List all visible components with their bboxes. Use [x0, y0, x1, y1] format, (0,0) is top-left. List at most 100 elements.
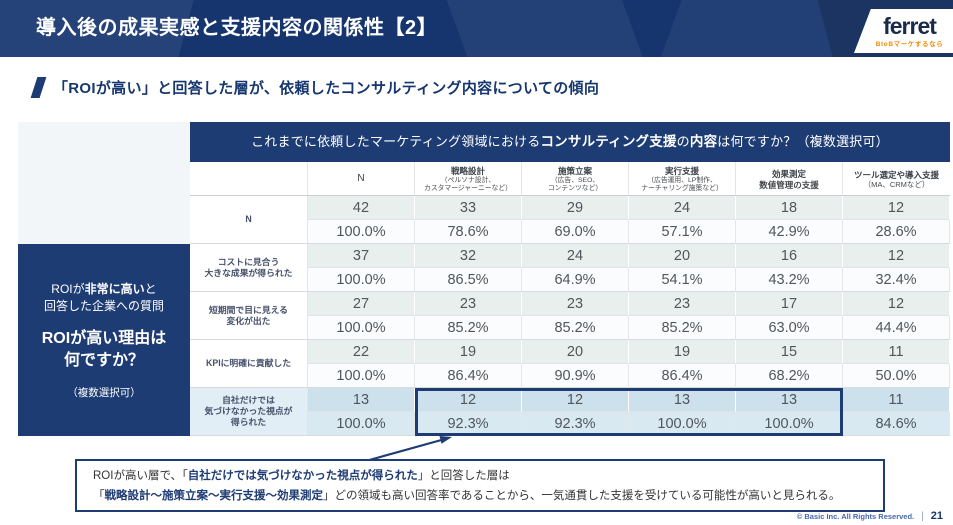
row-values: 37 32 24 20 16 12 100.0% 86.5% 64.9% 54.1% 43.2% 32…	[308, 244, 950, 292]
percent-cell: 90.9%	[522, 364, 629, 388]
count-cell: 20	[522, 340, 629, 364]
percent-cell: 85.2%	[522, 316, 629, 340]
page-number: 21	[930, 510, 943, 522]
count-cell: 23	[629, 292, 736, 316]
column-header-strategy: 戦略設計 （ペルソナ設計、 カスタマージャーニーなど）	[415, 162, 522, 195]
count-cell: 27	[308, 292, 415, 316]
column-main-label: 実行支援	[664, 165, 699, 176]
question-post: は何ですか？（複数選択可）	[717, 134, 889, 149]
percent-cell: 28.6%	[843, 220, 950, 244]
percent-cell: 69.0%	[522, 220, 629, 244]
percent-cell: 57.1%	[629, 220, 736, 244]
row-values: 22 19 20 19 15 11 100.0% 86.4% 90.9% 86.4% 68.2% 50…	[308, 340, 950, 388]
count-cell: 24	[522, 244, 629, 268]
note-line-2: 「戦略設計～施策立案～実行支援～効果測定」どの領域も高い回答率であることから、一…	[93, 486, 867, 506]
column-header-measurement: 効果測定 数値管理の支援	[736, 162, 843, 195]
ferret-logo: ferret BtoBマーケするなら	[854, 9, 953, 53]
percent-cell: 86.4%	[629, 364, 736, 388]
table-category-row: 短期間で目に見える 変化が出た 27 23 23 23 17 12 100.0% 85.2% 85…	[190, 292, 950, 340]
question-pre: これまでに依頼したマーケティング領域における	[251, 134, 541, 149]
percent-cell: 63.0%	[736, 316, 843, 340]
table-category-row: N 42 33 29 24 18 12 100.0% 78.6% 69.0% 57.1% 42.9% 2…	[190, 196, 950, 244]
copyright-text: © Basic Inc. All Rights Reserved.	[796, 512, 915, 521]
count-cell: 23	[415, 292, 522, 316]
count-row: 27 23 23 23 17 12	[308, 292, 950, 316]
count-cell: 15	[736, 340, 843, 364]
table-question-header: これまでに依頼したマーケティング領域におけるコンサルティング支援の内容は何ですか…	[190, 122, 950, 162]
roi-q2: 回答した企業への質問	[43, 298, 164, 313]
count-cell: 33	[415, 196, 522, 220]
count-cell: 42	[308, 196, 415, 220]
row-label: N	[190, 196, 308, 244]
slide-title: 導入後の成果実感と支援内容の関係性【2】	[36, 17, 438, 39]
count-cell: 37	[308, 244, 415, 268]
percent-row: 100.0% 86.4% 90.9% 86.4% 68.2% 50.0%	[308, 364, 950, 388]
row-label: 短期間で目に見える 変化が出た	[190, 292, 308, 340]
column-header-execution: 実行支援 （広告運用、LP制作、 ナーチャリング施策など）	[629, 162, 736, 195]
column-header-row: N 戦略設計 （ペルソナ設計、 カスタマージャーニーなど） 施策立案 （広告、S…	[190, 162, 950, 196]
roi-q3a: ROIが	[41, 329, 87, 347]
count-cell: 12	[843, 196, 950, 220]
ferret-logo-tagline: BtoBマーケするなら	[875, 40, 944, 48]
count-cell: 23	[522, 292, 629, 316]
column-main-label: 効果測定	[771, 168, 806, 179]
table-corner-spacer	[18, 122, 190, 244]
count-cell: 12	[843, 244, 950, 268]
column-sub-label: （広告運用、LP制作、 ナーチャリング施策など）	[641, 176, 723, 192]
count-row: 37 32 24 20 16 12	[308, 244, 950, 268]
roi-q3c: は	[150, 329, 167, 347]
row-label: コストに見合う 大きな成果が得られた	[190, 244, 308, 292]
count-cell: 13	[308, 388, 415, 412]
percent-cell: 78.6%	[415, 220, 522, 244]
percent-cell: 100.0%	[308, 364, 415, 388]
note-l1b: 自社だけでは気づけなかった視点が得られた	[187, 470, 418, 482]
column-sub-label: （ペルソナ設計、 カスタマージャーニーなど）	[424, 176, 512, 192]
count-cell: 12	[522, 388, 629, 412]
top-header-bar: 導入後の成果実感と支援内容の関係性【2】 ferret BtoBマーケするなら	[0, 0, 953, 57]
percent-cell: 44.4%	[843, 316, 950, 340]
percent-row: 100.0% 85.2% 85.2% 85.2% 63.0% 44.4%	[308, 316, 950, 340]
count-cell: 18	[736, 196, 843, 220]
roi-q1a: ROIが	[51, 281, 85, 296]
count-row: 22 19 20 19 15 11	[308, 340, 950, 364]
roi-q3b: 高い理由	[86, 329, 151, 347]
count-cell: 11	[843, 388, 950, 412]
percent-cell: 86.5%	[415, 268, 522, 292]
percent-cell: 100.0%	[629, 412, 736, 436]
percent-cell: 100.0%	[308, 220, 415, 244]
roi-question-line: ROIが非常に高いと 回答した企業への質問	[44, 281, 164, 315]
row-label: KPIに明確に貢献した	[190, 340, 308, 388]
count-cell: 13	[736, 388, 843, 412]
percent-cell: 64.9%	[522, 268, 629, 292]
column-main-label: 戦略設計	[450, 165, 485, 176]
count-cell: 19	[629, 340, 736, 364]
ferret-logo-text: ferret	[883, 12, 937, 39]
roi-q1c: と	[144, 281, 157, 296]
table-category-row: コストに見合う 大きな成果が得られた 37 32 24 20 16 12 100.0% 86.5…	[190, 244, 950, 292]
percent-row: 100.0% 86.5% 64.9% 54.1% 43.2% 32.4%	[308, 268, 950, 292]
note-l1c: 」と回答した層は	[417, 470, 510, 482]
table-category-row: 自社だけでは 気づけなかった視点が 得られた 13 12 12 13 13 11 100.0%…	[190, 388, 950, 436]
count-cell: 17	[736, 292, 843, 316]
column-main-label: ツール選定や導入支援	[853, 169, 939, 180]
question-bold1: コンサルティング支援	[540, 134, 677, 149]
column-sub-label: 数値管理の支援	[759, 179, 819, 190]
note-l2a: 「	[93, 490, 105, 502]
column-header-n: N	[308, 162, 415, 195]
insight-note-box: ROIが高い層で、「自社だけでは気づけなかった視点が得られた」と回答した層は 「…	[75, 459, 885, 512]
row-label: 自社だけでは 気づけなかった視点が 得られた	[190, 388, 308, 436]
count-cell: 12	[415, 388, 522, 412]
percent-cell: 43.2%	[736, 268, 843, 292]
percent-cell: 85.2%	[415, 316, 522, 340]
row-values: 42 33 29 24 18 12 100.0% 78.6% 69.0% 57.1% 42.9% 28…	[308, 196, 950, 244]
percent-cell: 86.4%	[415, 364, 522, 388]
column-header-tools: ツール選定や導入支援 （MA、CRMなど）	[843, 162, 950, 195]
row-values: 13 12 12 13 13 11 100.0% 92.3% 92.3% 100.0% 100.0%…	[308, 388, 950, 436]
count-cell: 24	[629, 196, 736, 220]
column-sub-label: （広告、SEO、 コンテンツなど）	[547, 176, 603, 192]
percent-cell: 54.1%	[629, 268, 736, 292]
subtitle-text: 「ROIが高い」と回答した層が、依頼したコンサルティング内容についての傾向	[53, 80, 600, 97]
count-cell: 29	[522, 196, 629, 220]
count-cell: 13	[629, 388, 736, 412]
